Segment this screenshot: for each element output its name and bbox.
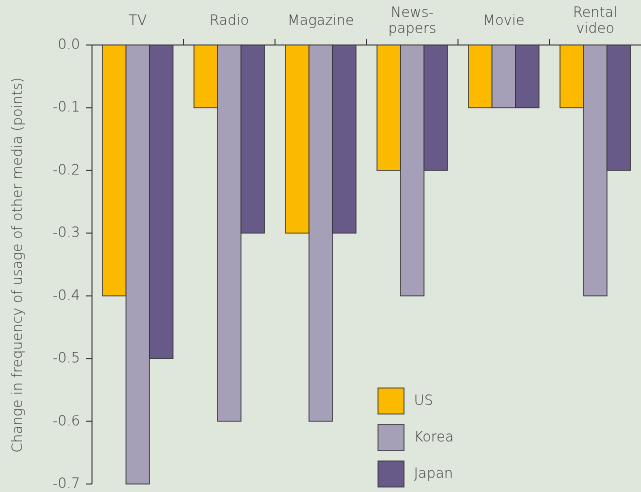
bar	[102, 44, 127, 297]
bar	[515, 44, 540, 109]
bar	[559, 44, 584, 109]
x-tick-label: Magazine	[288, 13, 354, 29]
y-tick-label: -0.7	[53, 476, 80, 492]
bar	[125, 44, 150, 485]
bar	[400, 44, 425, 297]
y-tick-label: -0.2	[53, 162, 80, 178]
bar	[240, 44, 265, 234]
legend-label: Korea	[414, 430, 454, 446]
legend-label: US	[414, 393, 433, 409]
legend-swatch	[377, 424, 405, 451]
y-tick-label: -0.3	[53, 225, 80, 241]
bar	[423, 44, 448, 171]
bar	[217, 44, 242, 422]
x-tick-label: Rental video	[573, 5, 618, 37]
x-tick-label: TV	[129, 13, 148, 29]
bar	[491, 44, 516, 109]
legend-swatch	[377, 387, 405, 415]
bar	[583, 44, 608, 297]
bar	[193, 44, 218, 109]
y-tick-label: -0.5	[53, 351, 80, 367]
bar	[468, 44, 493, 109]
y-tick-label: -0.4	[53, 288, 80, 304]
bar	[308, 44, 333, 422]
x-tick-label: Radio	[210, 13, 249, 29]
bar	[149, 44, 174, 359]
x-tick-label: News-papers	[388, 5, 436, 37]
bar	[376, 44, 401, 171]
bar	[332, 44, 357, 234]
y-axis-label: Change in frequency of usage of other me…	[10, 77, 26, 452]
legend-label: Japan	[414, 466, 453, 482]
bar	[285, 44, 310, 234]
bar	[606, 44, 631, 171]
legend-swatch	[377, 460, 405, 488]
y-tick-label: -0.6	[53, 413, 80, 429]
y-tick-label: 0.0	[58, 37, 80, 53]
y-tick-label: -0.1	[53, 100, 80, 116]
x-tick-label: Movie	[483, 13, 524, 29]
